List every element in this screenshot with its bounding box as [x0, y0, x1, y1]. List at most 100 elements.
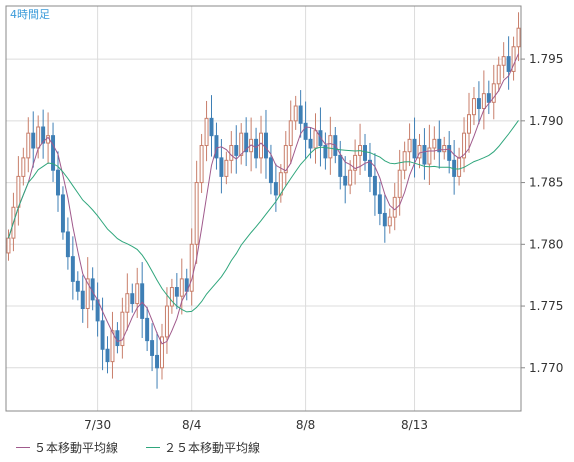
y-tick-label: 1.790 — [529, 114, 563, 128]
candle-body — [6, 237, 11, 254]
candle-body — [367, 159, 372, 177]
candle-body — [150, 340, 155, 356]
candle-body — [303, 122, 308, 140]
ma25-line — [8, 120, 519, 313]
candle-body — [268, 157, 273, 184]
candle-body — [155, 354, 160, 369]
candle-body — [36, 126, 41, 149]
candle-body — [120, 311, 125, 347]
candle-body — [293, 105, 298, 122]
candle-body — [308, 138, 313, 149]
candle-body — [372, 175, 377, 196]
candle-body — [387, 216, 392, 227]
candle-body — [254, 138, 259, 159]
y-tick-label: 1.775 — [529, 299, 563, 313]
moving-averages — [8, 53, 519, 345]
candle-body — [214, 135, 219, 159]
legend-label-ma5: ５本移動平均線 — [34, 441, 119, 455]
candle-body — [16, 175, 21, 208]
candle-body — [259, 132, 264, 159]
candle-body — [41, 126, 46, 144]
legend-item-ma25: ２５本移動平均線 — [146, 439, 260, 456]
candle-body — [160, 336, 164, 369]
candle-body — [496, 64, 501, 85]
x-tick-label: 8/13 — [401, 418, 428, 432]
grid — [6, 6, 521, 411]
candle-body — [481, 93, 486, 109]
candle-body — [343, 175, 348, 186]
candle-body — [447, 145, 452, 161]
candle-body — [323, 145, 328, 159]
candle-body — [194, 182, 199, 245]
candle-body — [457, 157, 462, 177]
candle-body — [417, 145, 422, 159]
x-tick-label: 8/8 — [296, 418, 315, 432]
candle-body — [130, 293, 135, 305]
candle-body — [189, 243, 194, 292]
candle-body — [402, 151, 407, 171]
candle-body — [244, 132, 249, 153]
candle-body — [476, 98, 481, 109]
ma25-swatch — [146, 447, 161, 448]
candle-body — [21, 157, 26, 177]
candle-body — [75, 280, 80, 292]
candle-body — [467, 114, 471, 134]
candle-body — [26, 132, 31, 159]
candle-body — [199, 145, 204, 184]
candle-body — [442, 145, 447, 153]
candle-body — [338, 154, 343, 177]
candle-body — [516, 27, 521, 48]
candle-body — [422, 145, 427, 165]
x-tick-label: 7/30 — [84, 418, 111, 432]
candle-body — [392, 196, 397, 218]
candle-body — [70, 256, 75, 282]
legend: ５本移動平均線 ２５本移動平均線 — [16, 439, 260, 456]
candle-body — [363, 145, 367, 161]
candle-body — [353, 154, 358, 171]
ma5-swatch — [16, 447, 30, 448]
candle-body — [471, 98, 476, 116]
candle-body — [298, 105, 303, 124]
ma5-line — [8, 53, 519, 345]
timeframe-label: 4時間足 — [10, 8, 50, 21]
candle-body — [501, 56, 506, 66]
candle-body — [100, 320, 105, 350]
candle-body — [382, 212, 387, 227]
candle-body — [135, 283, 140, 305]
candle-body — [219, 157, 224, 177]
candle-body — [432, 138, 437, 149]
y-tick-label: 1.770 — [529, 361, 563, 375]
plot-frame — [5, 5, 522, 412]
candle-body — [179, 278, 184, 297]
candle-body — [204, 117, 209, 147]
candle-body — [407, 138, 412, 153]
candle-body — [140, 283, 145, 319]
y-tick-label: 1.780 — [529, 237, 563, 251]
candle-body — [51, 135, 56, 171]
candle-body — [145, 317, 150, 342]
y-tick-label: 1.795 — [529, 52, 563, 66]
legend-label-ma25: ２５本移動平均線 — [164, 441, 261, 455]
candle-body — [164, 305, 169, 338]
candle-body — [397, 169, 402, 198]
x-axis: 7/30 8/4 8/8 8/13 — [84, 418, 428, 432]
candle-body — [115, 330, 120, 347]
candle-body — [110, 330, 115, 363]
candle-body — [65, 231, 70, 258]
candle-body — [283, 145, 288, 174]
candle-body — [234, 145, 239, 156]
y-axis: 1.770 1.775 1.780 1.785 1.790 1.795 — [521, 52, 563, 375]
x-tick-label: 8/4 — [182, 418, 201, 432]
candle-body — [511, 46, 516, 72]
candle-body — [273, 182, 278, 196]
candle-body — [328, 135, 333, 159]
candle-body — [56, 169, 60, 196]
candle-body — [278, 172, 283, 196]
candle-body — [288, 120, 293, 147]
candle-body — [85, 278, 90, 310]
candle-body — [427, 147, 432, 165]
candle-body — [105, 348, 110, 363]
candle-body — [437, 138, 442, 153]
candle-body — [174, 287, 179, 297]
